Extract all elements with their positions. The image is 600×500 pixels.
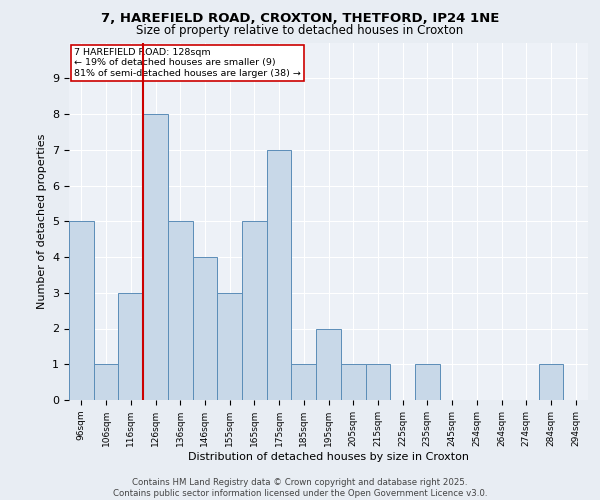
Y-axis label: Number of detached properties: Number of detached properties	[37, 134, 47, 309]
Bar	[242, 221, 267, 400]
Bar	[94, 364, 118, 400]
X-axis label: Distribution of detached houses by size in Croxton: Distribution of detached houses by size …	[188, 452, 469, 462]
Bar	[267, 150, 292, 400]
Bar	[415, 364, 440, 400]
Bar	[168, 221, 193, 400]
Bar	[118, 292, 143, 400]
Bar	[539, 364, 563, 400]
Text: Size of property relative to detached houses in Croxton: Size of property relative to detached ho…	[136, 24, 464, 37]
Text: Contains HM Land Registry data © Crown copyright and database right 2025.
Contai: Contains HM Land Registry data © Crown c…	[113, 478, 487, 498]
Bar	[193, 257, 217, 400]
Bar	[143, 114, 168, 400]
Text: 7 HAREFIELD ROAD: 128sqm
← 19% of detached houses are smaller (9)
81% of semi-de: 7 HAREFIELD ROAD: 128sqm ← 19% of detach…	[74, 48, 301, 78]
Bar	[316, 328, 341, 400]
Bar	[217, 292, 242, 400]
Text: 7, HAREFIELD ROAD, CROXTON, THETFORD, IP24 1NE: 7, HAREFIELD ROAD, CROXTON, THETFORD, IP…	[101, 12, 499, 26]
Bar	[292, 364, 316, 400]
Bar	[341, 364, 365, 400]
Bar	[365, 364, 390, 400]
Bar	[69, 221, 94, 400]
